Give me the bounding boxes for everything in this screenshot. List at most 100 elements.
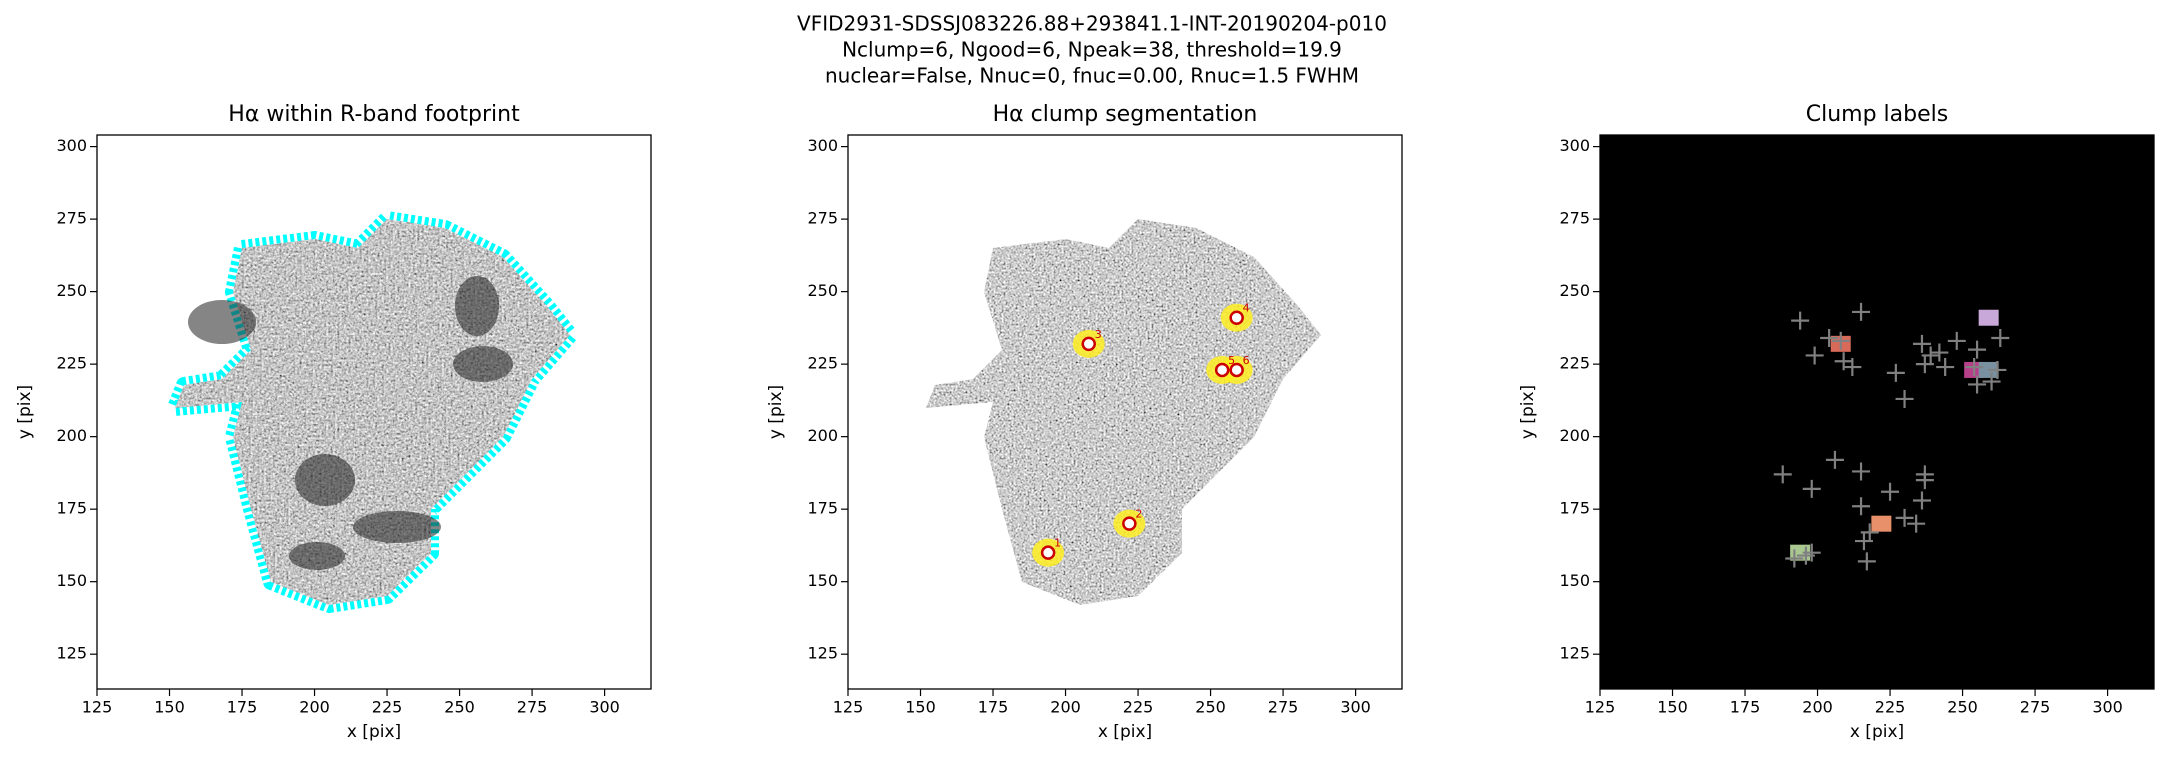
x-tick-label: 225 bbox=[1875, 698, 1906, 717]
x-tick-label: 275 bbox=[517, 698, 548, 717]
y-tick-label: 150 bbox=[56, 571, 87, 590]
x-tick-label: 300 bbox=[1340, 698, 1371, 717]
suptitle: VFID2931-SDSSJ083226.88+293841.1-INT-201… bbox=[797, 12, 1387, 36]
peak-marker bbox=[1852, 302, 1871, 321]
axes-frame bbox=[1599, 134, 2155, 690]
peak-marker bbox=[1802, 479, 1821, 498]
clump-marker bbox=[1122, 516, 1137, 531]
x-tick-label: 200 bbox=[1802, 698, 1833, 717]
x-tick-label: 250 bbox=[444, 698, 475, 717]
y-tick-label: 250 bbox=[56, 281, 87, 300]
clump-marker bbox=[1214, 362, 1230, 378]
peak-marker bbox=[1785, 549, 1804, 568]
peak-marker bbox=[1791, 311, 1810, 330]
clump-segment bbox=[1978, 309, 1999, 326]
y-tick-label: 175 bbox=[56, 499, 87, 518]
y-tick-label: 275 bbox=[56, 209, 87, 228]
y-tick-label: 125 bbox=[807, 644, 838, 663]
x-tick-label: 275 bbox=[2020, 698, 2051, 717]
y-tick-label: 225 bbox=[807, 354, 838, 373]
y-tick-label: 150 bbox=[1559, 571, 1590, 590]
peak-marker bbox=[1773, 465, 1792, 484]
clump-label: 6 bbox=[1243, 354, 1250, 367]
x-tick-label: 175 bbox=[978, 698, 1009, 717]
clump-segment bbox=[1871, 515, 1892, 532]
dark-region bbox=[289, 542, 345, 570]
dark-region bbox=[453, 346, 513, 382]
y-tick-label: 300 bbox=[56, 136, 87, 155]
peak-marker bbox=[1988, 360, 2007, 379]
peak-marker bbox=[1831, 331, 1850, 350]
y-tick-label: 250 bbox=[1559, 281, 1590, 300]
peak-marker bbox=[1991, 329, 2010, 348]
x-axis-label: x [pix] bbox=[1098, 722, 1152, 742]
peak-marker bbox=[1825, 450, 1844, 469]
axes-title: Hα clump segmentation bbox=[993, 102, 1258, 127]
x-axis-label: x [pix] bbox=[1850, 722, 1904, 742]
peak-marker bbox=[1965, 358, 1984, 377]
clump-marker bbox=[1081, 336, 1096, 352]
y-tick-label: 250 bbox=[807, 281, 838, 300]
y-tick-label: 300 bbox=[1559, 136, 1590, 155]
x-tick-label: 125 bbox=[1585, 698, 1616, 717]
peak-marker bbox=[1857, 552, 1876, 571]
peak-marker bbox=[1886, 363, 1905, 382]
y-tick-label: 225 bbox=[56, 354, 87, 373]
peak-marker bbox=[1881, 482, 1900, 501]
y-tick-label: 175 bbox=[807, 499, 838, 518]
y-axis-label: y [pix] bbox=[15, 385, 35, 439]
image-background bbox=[1600, 135, 2154, 689]
x-tick-label: 125 bbox=[833, 698, 864, 717]
clump-label: 5 bbox=[1228, 354, 1235, 367]
x-tick-label: 125 bbox=[82, 698, 113, 717]
peak-marker bbox=[1895, 508, 1914, 527]
peak-marker bbox=[1912, 491, 1931, 510]
x-tick-label: 250 bbox=[1947, 698, 1978, 717]
x-tick-label: 200 bbox=[299, 698, 330, 717]
y-tick-label: 175 bbox=[1559, 499, 1590, 518]
y-axis-label: y [pix] bbox=[766, 385, 786, 439]
y-tick-label: 200 bbox=[56, 426, 87, 445]
dark-region bbox=[188, 300, 256, 344]
x-tick-label: 150 bbox=[1657, 698, 1688, 717]
clump-label: 2 bbox=[1135, 508, 1142, 521]
axes-title: Clump labels bbox=[1806, 102, 1948, 127]
x-tick-label: 300 bbox=[2092, 698, 2123, 717]
x-tick-label: 225 bbox=[1123, 698, 1154, 717]
y-tick-label: 200 bbox=[807, 426, 838, 445]
x-tick-label: 150 bbox=[154, 698, 185, 717]
y-tick-label: 275 bbox=[1559, 209, 1590, 228]
x-tick-label: 250 bbox=[1195, 698, 1226, 717]
y-tick-label: 225 bbox=[1559, 354, 1590, 373]
peak-marker bbox=[1936, 358, 1955, 377]
y-tick-label: 300 bbox=[807, 136, 838, 155]
suptitle: nuclear=False, Nnuc=0, fnuc=0.00, Rnuc=1… bbox=[825, 64, 1359, 88]
axes-frame bbox=[847, 134, 1403, 690]
peak-marker bbox=[1915, 355, 1934, 374]
peak-marker bbox=[1982, 372, 2001, 391]
peak-marker bbox=[1968, 340, 1987, 359]
x-tick-label: 200 bbox=[1050, 698, 1081, 717]
clump-marker bbox=[1040, 545, 1056, 560]
x-tick-label: 175 bbox=[1730, 698, 1761, 717]
y-axis-label: y [pix] bbox=[1518, 385, 1538, 439]
y-tick-label: 125 bbox=[56, 644, 87, 663]
peak-marker bbox=[1947, 331, 1966, 350]
peak-marker bbox=[1820, 329, 1839, 348]
peak-marker bbox=[1852, 497, 1871, 516]
peak-marker bbox=[1802, 543, 1821, 562]
clump-marker bbox=[1229, 310, 1244, 325]
y-tick-label: 275 bbox=[807, 209, 838, 228]
x-axis-label: x [pix] bbox=[347, 722, 401, 742]
clump-label: 4 bbox=[1243, 302, 1250, 315]
halpha-image bbox=[926, 219, 1321, 605]
axes-title: Hα within R-band footprint bbox=[228, 102, 520, 127]
suptitle: Nclump=6, Ngood=6, Npeak=38, threshold=1… bbox=[842, 38, 1342, 62]
peak-marker bbox=[1805, 346, 1824, 365]
y-tick-label: 200 bbox=[1559, 426, 1590, 445]
y-tick-label: 150 bbox=[807, 571, 838, 590]
x-tick-label: 175 bbox=[227, 698, 258, 717]
axes-frame bbox=[96, 134, 652, 690]
clump-label: 1 bbox=[1054, 537, 1061, 550]
